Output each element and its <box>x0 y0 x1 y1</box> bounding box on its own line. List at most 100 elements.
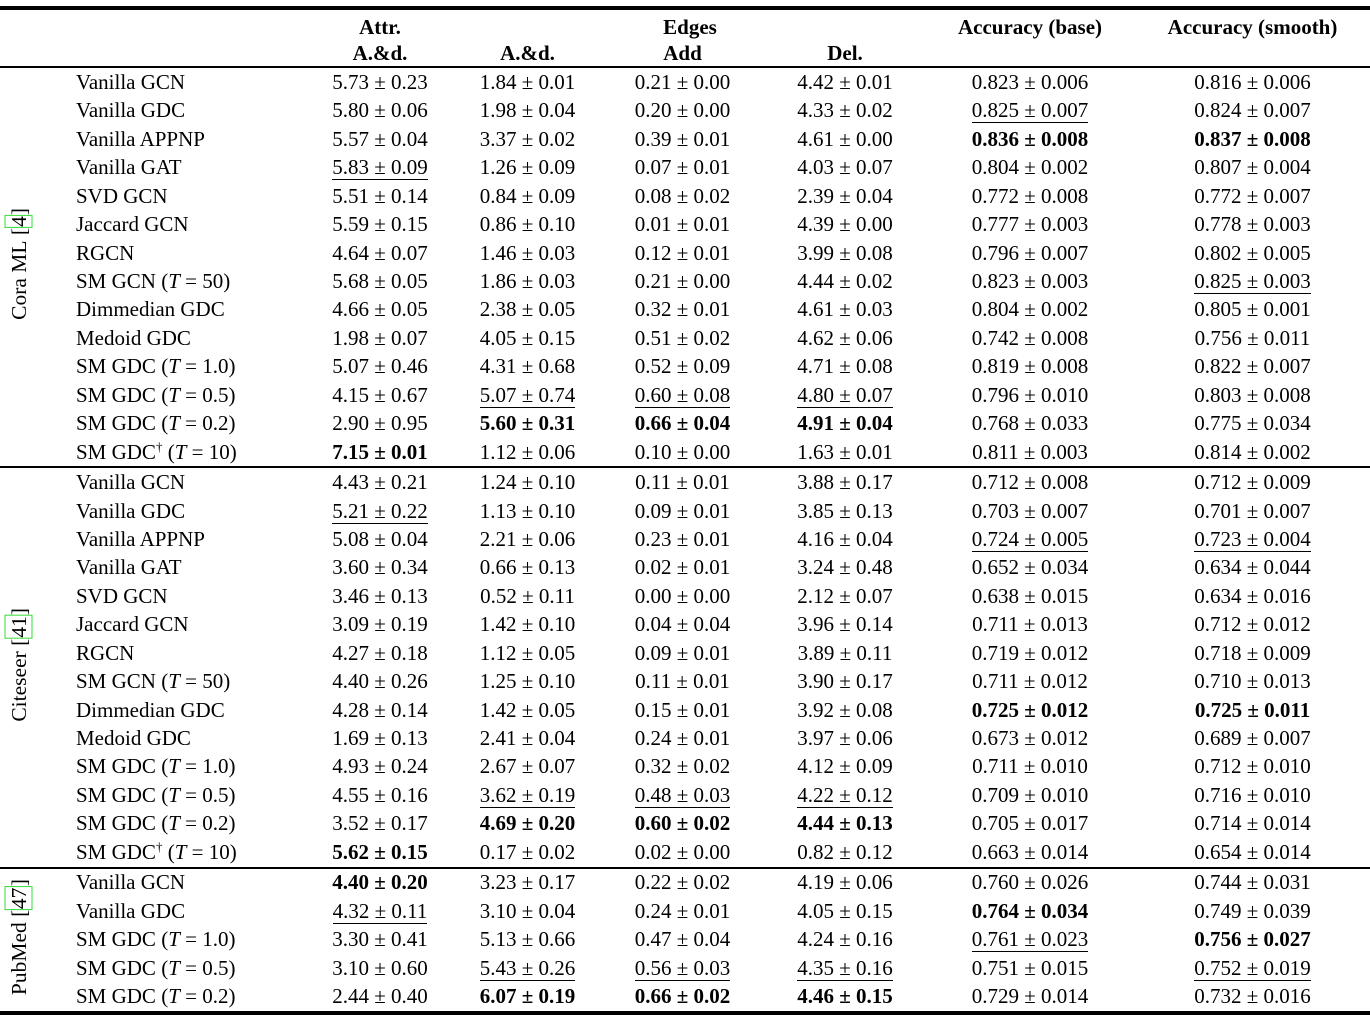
value-cell-accuracy-smooth: 0.822 ± 0.007 <box>1194 354 1311 379</box>
value-cell-accuracy-base: 0.796 ± 0.010 <box>971 382 1089 407</box>
table-row: Vanilla APPNP 5.57 ± 0.04 3.37 ± 0.02 0.39 … <box>0 125 1370 153</box>
col-header-edges: Edges <box>663 14 717 39</box>
value-cell-attr-ad: 4.27 ± 0.18 <box>332 640 428 665</box>
citation-link[interactable]: [47] <box>5 878 34 917</box>
value-cell-edges-del: 4.61 ± 0.03 <box>797 297 893 322</box>
value-cell-accuracy-smooth: 0.712 ± 0.009 <box>1194 470 1311 495</box>
value-cell-attr-ad: 5.80 ± 0.06 <box>332 98 428 123</box>
value-cell-accuracy-base: 0.719 ± 0.012 <box>971 640 1089 665</box>
table-row: SM GCN (T = 50) 4.40 ± 0.26 1.25 ± 0.10 0.1… <box>0 667 1370 695</box>
value-cell-edges-del: 3.90 ± 0.17 <box>797 669 893 694</box>
value-cell-attr-ad: 3.52 ± 0.17 <box>332 811 428 836</box>
value-cell-edges-ad: 5.07 ± 0.74 <box>479 382 576 408</box>
value-cell-accuracy-base: 0.725 ± 0.012 <box>971 697 1089 722</box>
value-cell-attr-ad: 1.69 ± 0.13 <box>332 726 428 751</box>
value-cell-attr-ad: 5.08 ± 0.04 <box>332 526 428 551</box>
col-subheader-edges-ad: A.&d. <box>500 41 555 65</box>
value-cell-accuracy-smooth: 0.802 ± 0.005 <box>1194 240 1311 265</box>
value-cell-edges-ad: 3.62 ± 0.19 <box>479 782 576 808</box>
value-cell-accuracy-base: 0.711 ± 0.013 <box>972 612 1088 637</box>
dagger-marker: † <box>155 838 163 854</box>
value-cell-accuracy-smooth: 0.654 ± 0.014 <box>1194 839 1311 864</box>
value-cell-edges-add: 0.56 ± 0.03 <box>634 955 731 981</box>
citation-number[interactable]: 41 <box>5 614 34 639</box>
value-cell-accuracy-base: 0.711 ± 0.012 <box>972 669 1088 694</box>
value-cell-accuracy-smooth: 0.712 ± 0.012 <box>1194 612 1311 637</box>
value-cell-edges-del: 0.82 ± 0.12 <box>797 839 893 864</box>
value-cell-edges-add: 0.39 ± 0.01 <box>634 126 731 151</box>
value-cell-edges-ad: 1.42 ± 0.05 <box>479 697 576 722</box>
value-cell-accuracy-smooth: 0.634 ± 0.044 <box>1194 555 1311 580</box>
value-cell-attr-ad: 1.98 ± 0.07 <box>332 325 428 350</box>
value-cell-edges-ad: 3.10 ± 0.04 <box>479 898 576 923</box>
value-cell-attr-ad: 5.07 ± 0.46 <box>332 354 428 379</box>
value-cell-edges-ad: 0.17 ± 0.02 <box>479 839 576 864</box>
value-cell-accuracy-base: 0.804 ± 0.002 <box>971 297 1089 322</box>
col-header-attr: Attr. <box>359 14 401 39</box>
value-cell-attr-ad: 5.57 ± 0.04 <box>332 126 428 151</box>
value-cell-accuracy-smooth: 0.824 ± 0.007 <box>1194 98 1311 123</box>
value-cell-edges-ad: 1.98 ± 0.04 <box>479 98 576 123</box>
col-header-accuracy-base: Accuracy (base) <box>957 14 1103 39</box>
dataset-name: Citeseer <box>7 645 32 722</box>
value-cell-edges-add: 0.00 ± 0.00 <box>634 583 731 608</box>
table-row: Jaccard GCN 3.09 ± 0.19 1.42 ± 0.10 0.04 ± … <box>0 611 1370 639</box>
table-row: SM GCN (T = 50) 5.68 ± 0.05 1.86 ± 0.03 0.2… <box>0 267 1370 295</box>
value-cell-edges-add: 0.48 ± 0.03 <box>634 782 731 808</box>
model-name: SM GDC (T = 0.5) <box>76 382 236 407</box>
value-cell-accuracy-smooth: 0.714 ± 0.014 <box>1194 811 1311 836</box>
value-cell-edges-del: 4.16 ± 0.04 <box>797 526 893 551</box>
value-cell-edges-ad: 1.86 ± 0.03 <box>479 269 576 294</box>
value-cell-edges-del: 4.62 ± 0.06 <box>797 325 893 350</box>
citation-link[interactable]: [41] <box>5 607 34 646</box>
value-cell-accuracy-smooth: 0.775 ± 0.034 <box>1194 411 1311 436</box>
dataset-group: Citeseer [41] Vanilla GCN 4.43 ± 0.21 1.24 … <box>0 467 1370 867</box>
table-row: Vanilla GDC 5.21 ± 0.22 1.13 ± 0.10 0.09 ± … <box>0 497 1370 525</box>
value-cell-edges-ad: 6.07 ± 0.19 <box>479 983 576 1008</box>
table-row: RGCN 4.64 ± 0.07 1.46 ± 0.03 0.12 ± 0.01 3.9… <box>0 239 1370 267</box>
value-cell-accuracy-smooth: 0.837 ± 0.008 <box>1194 126 1311 151</box>
value-cell-accuracy-smooth: 0.778 ± 0.003 <box>1194 212 1311 237</box>
table-row: SM GDC (T = 1.0) 5.07 ± 0.46 4.31 ± 0.68 0.… <box>0 353 1370 381</box>
value-cell-accuracy-smooth: 0.718 ± 0.009 <box>1194 640 1311 665</box>
value-cell-edges-add: 0.08 ± 0.02 <box>634 183 731 208</box>
model-name: Vanilla GAT <box>76 155 182 180</box>
value-cell-accuracy-base: 0.777 ± 0.003 <box>971 212 1089 237</box>
citation-number[interactable]: 4 <box>5 215 34 229</box>
value-cell-edges-add: 0.21 ± 0.00 <box>634 269 731 294</box>
value-cell-edges-del: 3.24 ± 0.48 <box>797 555 893 580</box>
value-cell-accuracy-smooth: 0.716 ± 0.010 <box>1194 782 1311 807</box>
value-cell-edges-add: 0.52 ± 0.09 <box>634 354 731 379</box>
value-cell-attr-ad: 5.51 ± 0.14 <box>332 183 428 208</box>
value-cell-accuracy-smooth: 0.749 ± 0.039 <box>1194 898 1311 923</box>
value-cell-edges-add: 0.04 ± 0.04 <box>634 612 731 637</box>
value-cell-edges-ad: 0.84 ± 0.09 <box>479 183 576 208</box>
value-cell-edges-del: 3.92 ± 0.08 <box>797 697 893 722</box>
value-cell-edges-add: 0.32 ± 0.02 <box>634 754 731 779</box>
value-cell-edges-add: 0.12 ± 0.01 <box>634 240 731 265</box>
value-cell-accuracy-base: 0.825 ± 0.007 <box>971 98 1089 124</box>
value-cell-accuracy-base: 0.709 ± 0.010 <box>971 782 1089 807</box>
model-name: Medoid GDC <box>76 325 191 350</box>
value-cell-accuracy-smooth: 0.725 ± 0.011 <box>1194 697 1311 722</box>
citation-number[interactable]: 47 <box>5 885 34 910</box>
value-cell-edges-add: 0.66 ± 0.02 <box>634 983 731 1008</box>
value-cell-edges-add: 0.51 ± 0.02 <box>634 325 731 350</box>
value-cell-edges-add: 0.23 ± 0.01 <box>634 526 731 551</box>
value-cell-edges-ad: 3.23 ± 0.17 <box>479 870 576 895</box>
model-name: SM GDC (T = 0.2) <box>76 811 236 836</box>
value-cell-edges-add: 0.02 ± 0.00 <box>634 839 731 864</box>
table-row: Cora ML [4] Vanilla GCN 5.73 ± 0.23 1.84 ± … <box>0 67 1370 320</box>
value-cell-accuracy-smooth: 0.689 ± 0.007 <box>1194 726 1311 751</box>
value-cell-accuracy-base: 0.729 ± 0.014 <box>971 983 1089 1008</box>
value-cell-accuracy-base: 0.836 ± 0.008 <box>971 126 1089 151</box>
value-cell-edges-del: 4.39 ± 0.00 <box>797 212 893 237</box>
value-cell-accuracy-smooth: 0.805 ± 0.001 <box>1194 297 1311 322</box>
value-cell-accuracy-base: 0.823 ± 0.006 <box>971 69 1089 94</box>
citation-link[interactable]: [4] <box>5 208 34 236</box>
value-cell-edges-ad: 1.12 ± 0.05 <box>479 640 576 665</box>
table-row: Vanilla GAT 5.83 ± 0.09 1.26 ± 0.09 0.07 ± … <box>0 154 1370 182</box>
value-cell-attr-ad: 4.40 ± 0.20 <box>332 870 428 895</box>
model-name: Vanilla GCN <box>76 69 186 94</box>
table-row: PubMed [47] Vanilla GCN 4.40 ± 0.20 3.23 ± … <box>0 868 1370 995</box>
